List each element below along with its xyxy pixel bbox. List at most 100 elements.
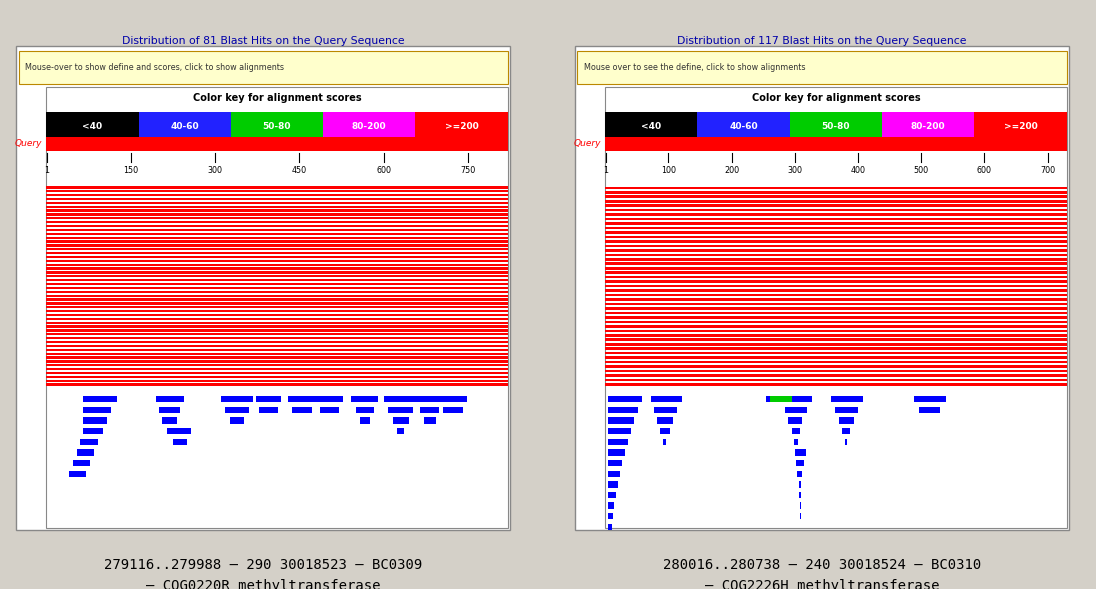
Bar: [657, 418, 673, 423]
Bar: [83, 428, 103, 434]
Text: 600: 600: [977, 166, 992, 175]
Bar: [46, 326, 507, 327]
Bar: [797, 471, 802, 477]
Bar: [608, 471, 619, 477]
Bar: [443, 407, 463, 413]
Bar: [397, 428, 404, 434]
Bar: [697, 112, 790, 141]
Bar: [46, 198, 507, 200]
Bar: [608, 460, 623, 466]
Text: Query: Query: [14, 139, 43, 148]
Bar: [83, 396, 116, 402]
Bar: [605, 204, 1066, 207]
Bar: [605, 258, 1066, 260]
Bar: [259, 407, 278, 413]
Bar: [766, 396, 788, 402]
Bar: [46, 194, 507, 196]
Bar: [605, 307, 1066, 310]
Text: 1: 1: [603, 166, 608, 175]
Bar: [46, 252, 507, 254]
Bar: [46, 233, 507, 235]
Text: 40-60: 40-60: [729, 123, 758, 131]
Bar: [46, 229, 507, 231]
Bar: [608, 502, 614, 509]
Text: >=200: >=200: [1004, 123, 1037, 131]
Text: >=200: >=200: [445, 123, 478, 131]
Bar: [323, 112, 415, 141]
Bar: [46, 190, 507, 193]
Bar: [605, 236, 1066, 239]
Bar: [605, 276, 1066, 279]
Bar: [138, 112, 231, 141]
Bar: [46, 267, 507, 270]
Bar: [660, 428, 670, 434]
Bar: [605, 280, 1066, 283]
Bar: [46, 244, 507, 247]
Bar: [783, 396, 812, 402]
Bar: [46, 317, 507, 320]
Bar: [231, 112, 323, 141]
Text: 150: 150: [123, 166, 138, 175]
Bar: [608, 481, 618, 488]
Bar: [220, 396, 253, 402]
Bar: [46, 356, 507, 359]
Bar: [292, 407, 311, 413]
Bar: [605, 187, 1066, 189]
Bar: [578, 51, 1066, 84]
Bar: [46, 302, 507, 305]
Bar: [46, 341, 507, 343]
Bar: [605, 356, 1066, 359]
Bar: [605, 285, 1066, 287]
Bar: [796, 460, 804, 466]
Text: 100: 100: [661, 166, 676, 175]
Bar: [974, 112, 1066, 141]
Bar: [608, 428, 631, 434]
Bar: [605, 213, 1066, 216]
Bar: [605, 240, 1066, 243]
Bar: [46, 345, 507, 347]
Bar: [605, 249, 1066, 252]
Bar: [424, 418, 435, 423]
Bar: [651, 396, 683, 402]
Bar: [605, 383, 1066, 386]
Bar: [46, 237, 507, 239]
Bar: [608, 396, 642, 402]
Bar: [605, 191, 1066, 194]
Bar: [795, 449, 807, 456]
Bar: [605, 222, 1066, 225]
Bar: [46, 186, 507, 188]
Text: 300: 300: [787, 166, 802, 175]
Bar: [605, 316, 1066, 319]
Bar: [605, 200, 1066, 203]
Text: Color key for alignment scores: Color key for alignment scores: [752, 93, 921, 103]
Bar: [19, 51, 507, 84]
Bar: [46, 383, 507, 386]
Bar: [786, 407, 808, 413]
Bar: [914, 396, 947, 402]
Bar: [46, 380, 507, 382]
Bar: [77, 449, 94, 456]
Bar: [608, 524, 612, 530]
Bar: [605, 365, 1066, 368]
Bar: [80, 439, 98, 445]
Bar: [605, 312, 1066, 315]
Text: Mouse-over to show define and scores, click to show alignments: Mouse-over to show define and scores, cl…: [25, 64, 284, 72]
Bar: [46, 333, 507, 336]
Bar: [46, 368, 507, 370]
Bar: [605, 87, 1066, 528]
Bar: [835, 407, 858, 413]
Bar: [605, 263, 1066, 265]
Text: Color key for alignment scores: Color key for alignment scores: [193, 93, 362, 103]
Bar: [46, 225, 507, 227]
Bar: [788, 418, 802, 423]
Bar: [918, 407, 940, 413]
Bar: [415, 112, 507, 141]
Bar: [605, 303, 1066, 305]
Bar: [46, 206, 507, 208]
Bar: [882, 112, 974, 141]
Text: 80-200: 80-200: [352, 123, 387, 131]
Bar: [794, 439, 798, 445]
Bar: [46, 287, 507, 289]
Bar: [159, 407, 180, 413]
Text: <40: <40: [641, 123, 661, 131]
